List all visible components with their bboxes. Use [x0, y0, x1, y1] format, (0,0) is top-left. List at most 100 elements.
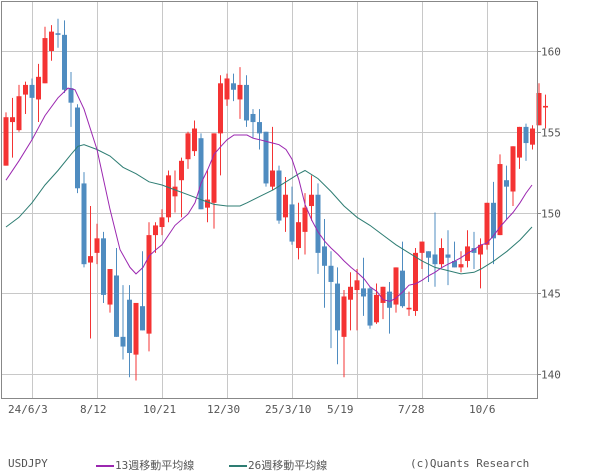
candle-down — [120, 336, 126, 347]
candle-down — [75, 107, 80, 189]
candle-down — [140, 306, 145, 331]
candle-up — [16, 96, 22, 131]
candle-up — [94, 238, 100, 253]
x-tick-label: 10/21 — [143, 403, 176, 416]
candle-down — [198, 138, 204, 210]
candle-up — [146, 235, 152, 334]
candle-up — [192, 128, 197, 152]
candle-up — [497, 164, 503, 236]
symbol-label: USDJPY — [8, 457, 48, 470]
ma26-line — [5, 144, 533, 275]
candle-down — [452, 260, 457, 268]
candle-down — [400, 270, 405, 307]
candle-up — [23, 84, 28, 95]
candle-down — [257, 122, 262, 134]
candle-up — [374, 294, 379, 323]
candle-down — [426, 251, 431, 258]
candle-up — [166, 175, 171, 218]
candle-down — [250, 113, 256, 123]
candle-up — [237, 84, 243, 100]
candle-down — [68, 88, 74, 103]
x-tick-label: 10/6 — [469, 403, 496, 416]
candle-down — [244, 84, 249, 121]
candle-up — [413, 252, 418, 312]
candle-up — [172, 186, 178, 197]
candle-down — [81, 183, 87, 265]
candle-up — [218, 83, 223, 134]
candle-up — [510, 146, 516, 192]
candle-down — [55, 33, 61, 35]
candle-up — [224, 78, 230, 100]
candle-down — [263, 131, 269, 184]
candle-down — [504, 180, 509, 187]
candle-up — [159, 217, 165, 228]
candle-up — [42, 38, 48, 84]
ma26-legend-swatch — [229, 465, 247, 467]
candle-up — [484, 202, 490, 245]
candle-up — [517, 126, 522, 158]
candle-up — [354, 280, 360, 291]
x-tick-label: 7/28 — [398, 403, 425, 416]
candle-up — [380, 286, 386, 303]
ma26-legend-label: 26週移動平均線 — [248, 459, 328, 472]
candle-down — [523, 126, 529, 144]
legend-ma13: 13週移動平均線 — [96, 457, 194, 473]
y-tick-label: 145 — [541, 288, 561, 301]
x-tick-label: 5/19 — [327, 403, 354, 416]
candle-up — [36, 76, 41, 100]
candle-down — [289, 204, 295, 242]
candle-down — [29, 84, 35, 98]
candle-down — [328, 265, 334, 282]
legend-ma26: 26週移動平均線 — [229, 457, 327, 473]
candle-up — [133, 302, 139, 355]
candle-up — [88, 256, 93, 263]
candle-down — [322, 246, 327, 266]
candle-down — [491, 202, 496, 239]
candle-up — [478, 244, 483, 255]
candle-up — [185, 133, 191, 160]
candle-up — [211, 133, 217, 203]
ma13-legend-label: 13週移動平均線 — [115, 459, 195, 472]
candle-up — [302, 207, 308, 232]
candle-down — [62, 34, 67, 90]
candle-down — [315, 194, 321, 253]
x-tick-label: 24/6/3 — [8, 403, 48, 416]
candle-up — [309, 194, 314, 207]
y-tick-label: 140 — [541, 369, 561, 382]
candle-down — [276, 170, 282, 221]
x-tick-label: 8/12 — [80, 403, 107, 416]
candle-up — [270, 170, 275, 187]
candle-down — [231, 83, 236, 90]
y-tick-label: 160 — [541, 46, 561, 59]
plot-frame — [1, 1, 538, 399]
candle-up — [458, 264, 464, 268]
candle-up — [536, 92, 542, 126]
candle-down — [445, 254, 451, 258]
candle-up — [107, 269, 113, 305]
candle-up — [3, 117, 9, 166]
candle-up — [179, 160, 184, 181]
x-tick-label: 25/3/10 — [265, 403, 311, 416]
candle-down — [114, 275, 119, 337]
candle-up — [283, 194, 288, 218]
candle-up — [419, 241, 425, 253]
candle-up — [439, 248, 444, 265]
candle-up — [530, 128, 535, 145]
candle-up — [341, 296, 347, 337]
candle-down — [127, 299, 132, 354]
ma13-line — [5, 87, 533, 302]
candle-down — [361, 288, 366, 297]
copyright: (c)Quants Research — [410, 457, 530, 470]
candle-down — [387, 291, 392, 308]
ma13-legend-swatch — [96, 465, 114, 467]
candle-up — [296, 222, 301, 249]
candle-down — [335, 283, 340, 331]
y-tick-label: 150 — [541, 208, 561, 221]
candle-up — [406, 307, 412, 310]
candle-down — [367, 288, 373, 326]
candle-up — [153, 225, 158, 236]
candle-up — [543, 105, 548, 108]
candle-up — [205, 199, 210, 208]
candle-up — [49, 31, 54, 51]
